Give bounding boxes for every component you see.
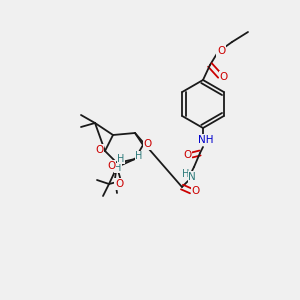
Text: O: O bbox=[144, 139, 152, 149]
Text: H: H bbox=[117, 154, 125, 164]
Text: N: N bbox=[188, 172, 196, 182]
Polygon shape bbox=[135, 154, 142, 159]
Text: H: H bbox=[135, 151, 143, 161]
Text: O: O bbox=[95, 145, 103, 155]
Text: H: H bbox=[114, 163, 122, 173]
Text: O: O bbox=[217, 46, 225, 56]
Text: O: O bbox=[183, 150, 191, 160]
Text: H: H bbox=[182, 169, 190, 179]
Text: O: O bbox=[115, 179, 123, 189]
Text: O: O bbox=[107, 161, 115, 171]
Text: O: O bbox=[192, 186, 200, 196]
Text: O: O bbox=[220, 72, 228, 82]
Text: NH: NH bbox=[198, 135, 214, 145]
